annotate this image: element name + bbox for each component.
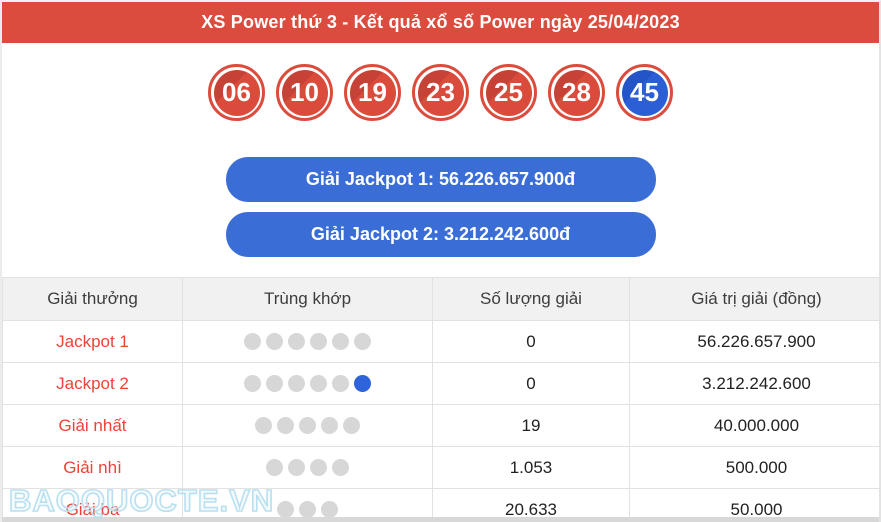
match-dot-gray-icon: [244, 375, 261, 392]
table-row: Giải ba 20.633 50.000: [2, 488, 879, 522]
match-dot-gray-icon: [343, 417, 360, 434]
match-dot-gray-icon: [288, 375, 305, 392]
match-dots-cell: [182, 446, 433, 489]
ball-number: 06: [213, 69, 260, 116]
match-dot-gray-icon: [288, 333, 305, 350]
column-header-1: Trùng khớp: [182, 277, 433, 321]
prize-name-cell: Giải ba: [2, 488, 183, 522]
match-dot-gray-icon: [310, 459, 327, 476]
match-dot-blue-icon: [354, 375, 371, 392]
table-row: Jackpot 1 0 56.226.657.900: [2, 320, 879, 363]
match-dot-gray-icon: [266, 375, 283, 392]
table-row: Jackpot 2 0 3.212.242.600: [2, 362, 879, 405]
ball-23: 23: [412, 64, 469, 121]
match-dots-cell: [182, 404, 433, 447]
match-dot-gray-icon: [255, 417, 272, 434]
prize-value-cell: 40.000.000: [629, 404, 879, 447]
match-dot-gray-icon: [277, 501, 294, 518]
prize-name: Jackpot 1: [56, 331, 129, 351]
match-dot-gray-icon: [354, 333, 371, 350]
prize-value-cell: 3.212.242.600: [629, 362, 879, 405]
ball-number: 25: [485, 69, 532, 116]
prize-count-cell: 0: [432, 362, 630, 405]
bottom-strip: [2, 517, 879, 522]
prize-name-cell: Giải nhì: [2, 446, 183, 489]
ball-number: 19: [349, 69, 396, 116]
result-header-bar: XS Power thứ 3 - Kết quả xổ số Power ngà…: [2, 2, 879, 43]
match-dots-cell: [182, 488, 433, 522]
match-dot-gray-icon: [299, 417, 316, 434]
column-header-2: Số lượng giải: [432, 277, 630, 321]
prize-name-cell: Giải nhất: [2, 404, 183, 447]
ball-25: 25: [480, 64, 537, 121]
prize-name: Giải ba: [65, 499, 120, 519]
ball-number: 45: [621, 69, 668, 116]
results-table: Giải thưởng Trùng khớp Số lượng giải Giá tr…: [2, 277, 879, 522]
match-dot-gray-icon: [332, 459, 349, 476]
match-dots-cell: [182, 362, 433, 405]
match-dot-gray-icon: [321, 501, 338, 518]
match-dot-gray-icon: [277, 417, 294, 434]
match-dot-gray-icon: [332, 375, 349, 392]
match-dot-gray-icon: [310, 375, 327, 392]
prize-name: Giải nhất: [58, 415, 127, 435]
ball-number: 10: [281, 69, 328, 116]
match-dot-gray-icon: [244, 333, 261, 350]
match-dot-gray-icon: [299, 501, 316, 518]
jackpot2-button[interactable]: Giải Jackpot 2: 3.212.242.600đ: [225, 212, 656, 257]
match-dot-gray-icon: [332, 333, 349, 350]
prize-name-cell: Jackpot 2: [2, 362, 183, 405]
prize-value-cell: 500.000: [629, 446, 879, 489]
ball-number: 28: [553, 69, 600, 116]
table-row: Giải nhất 19 40.000.000: [2, 404, 879, 447]
prize-name: Jackpot 2: [56, 373, 129, 393]
page-title: XS Power thứ 3 - Kết quả xổ số Power ngà…: [201, 12, 680, 32]
prize-count-cell: 0: [432, 320, 630, 363]
jackpot1-button[interactable]: Giải Jackpot 1: 56.226.657.900đ: [225, 157, 656, 202]
prize-count-cell: 19: [432, 404, 630, 447]
ball-06: 06: [208, 64, 265, 121]
prize-name: Giải nhì: [63, 457, 122, 477]
match-dots-cell: [182, 320, 433, 363]
column-header-0: Giải thưởng: [2, 277, 183, 321]
ball-28: 28: [548, 64, 605, 121]
ball-45: 45: [616, 64, 673, 121]
ball-19: 19: [344, 64, 401, 121]
prize-count-cell: 1.053: [432, 446, 630, 489]
match-dot-gray-icon: [310, 333, 327, 350]
prize-count-cell: 20.633: [432, 488, 630, 522]
results-table-header-row: Giải thưởng Trùng khớp Số lượng giải Giá tr…: [2, 277, 879, 321]
prize-value-cell: 56.226.657.900: [629, 320, 879, 363]
match-dot-gray-icon: [266, 459, 283, 476]
prize-value-cell: 50.000: [629, 488, 879, 522]
prize-name-cell: Jackpot 1: [2, 320, 183, 363]
column-header-3: Giá trị giải (đồng): [629, 277, 879, 321]
match-dot-gray-icon: [266, 333, 283, 350]
results-table-body: Jackpot 1 0 56.226.657.900 Jackpot 2 0 3.212.…: [2, 320, 879, 522]
winning-numbers-row: 06 10 19 23 25 28 45: [2, 64, 879, 121]
ball-number: 23: [417, 69, 464, 116]
match-dot-gray-icon: [321, 417, 338, 434]
table-row: Giải nhì 1.053 500.000: [2, 446, 879, 489]
ball-10: 10: [276, 64, 333, 121]
match-dot-gray-icon: [288, 459, 305, 476]
